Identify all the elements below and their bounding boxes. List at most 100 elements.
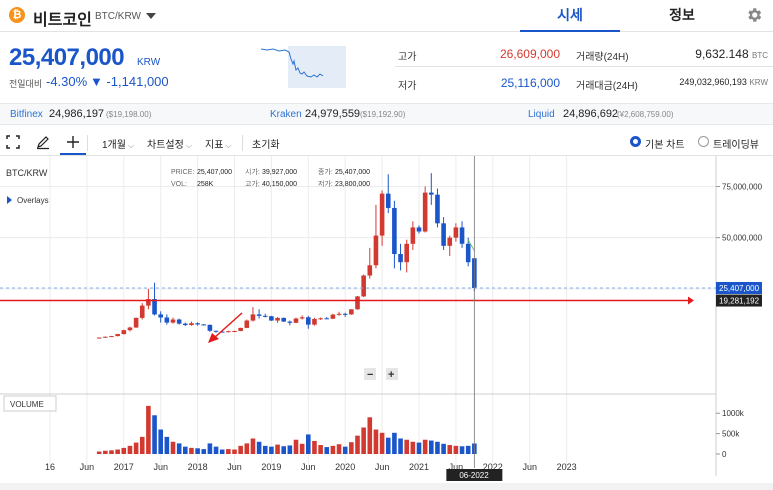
volume-bar	[96, 451, 102, 454]
candle-body	[398, 254, 403, 263]
volume-bar	[275, 444, 280, 454]
basic-chart-radio[interactable]	[630, 136, 641, 147]
volume-bar	[342, 446, 348, 454]
candle-body	[342, 313, 348, 315]
x-axis-tick-label: 2022	[483, 462, 503, 472]
basic-chart-label[interactable]: 기본 차트	[645, 140, 685, 151]
candle-body	[349, 309, 354, 315]
zoom-in-button[interactable]	[386, 368, 398, 380]
exchange-name-kraken[interactable]: Kraken	[270, 109, 302, 120]
candle-body	[232, 330, 237, 332]
volume-bar	[256, 441, 262, 454]
candle-body	[256, 314, 262, 316]
amount-value: 249,032,960,193 KRW	[640, 77, 768, 87]
exchange-name-bitfinex[interactable]: Bitfinex	[10, 109, 43, 120]
header: ₿ 비트코인 BTC/KRW 시세 정보	[0, 0, 773, 32]
candle-body	[416, 227, 422, 232]
candle-body	[429, 192, 434, 195]
volume-bar	[201, 449, 207, 454]
candle-body	[404, 243, 409, 263]
volume-bar	[367, 417, 373, 454]
stat-divider	[395, 66, 773, 67]
tradingview-radio[interactable]	[698, 136, 709, 147]
chart-settings-menu[interactable]: 차트설정 ⌵	[147, 136, 192, 151]
change-amount: ▼ -1,141,000	[90, 74, 169, 89]
caret-down-icon[interactable]	[146, 13, 156, 19]
candle-body	[139, 305, 145, 318]
volume-bar	[447, 445, 453, 454]
exchange-name-liquid[interactable]: Liquid	[528, 109, 555, 120]
volume-bar	[330, 445, 336, 454]
low-label: 저가	[398, 81, 417, 92]
volume-bar	[250, 438, 256, 454]
crosshair-icon[interactable]	[65, 134, 81, 150]
price-chart[interactable]: 16 Jun 2017 Jun 2018 Jun 2019 Jun 2020 Jun 2021 Jun…	[0, 156, 773, 483]
overlays-toggle[interactable]: Overlays	[17, 196, 49, 205]
x-axis-tick-label: 2021	[409, 462, 429, 472]
period-select[interactable]: 1개월 ⌵	[102, 136, 134, 151]
x-axis-tick-label: Jun	[153, 462, 168, 472]
candle-body	[299, 317, 305, 319]
reset-button[interactable]: 초기화	[252, 140, 280, 151]
candle-body	[213, 330, 219, 332]
zoom-out-label: −	[367, 369, 373, 381]
coin-name: 비트코인	[33, 12, 92, 29]
zoom-in-label: +	[388, 369, 394, 381]
volume-bar	[164, 436, 170, 454]
candle-body	[287, 321, 293, 323]
volume-bar	[139, 436, 145, 454]
candle-body	[146, 299, 151, 306]
toolbar-divider	[87, 135, 88, 151]
chart-grid	[0, 156, 716, 468]
amount-label: 거래대금(24H)	[576, 81, 638, 92]
tradingview-label[interactable]: 트레이딩뷰	[713, 140, 759, 151]
tab-market[interactable]: 시세	[520, 0, 620, 32]
volume-bar	[385, 437, 391, 454]
candle-body	[133, 317, 139, 328]
volume-axis-tick-label: 0	[722, 450, 727, 459]
volume-bar	[262, 445, 268, 454]
bitcoin-logo-icon: ₿	[9, 7, 25, 23]
candle-body	[392, 207, 397, 255]
chevron-down-icon: ⌵	[225, 141, 232, 150]
amount-number: 249,032,960,193	[679, 77, 747, 87]
pencil-icon[interactable]	[35, 134, 51, 150]
high-info-value: 40,150,000	[262, 181, 297, 188]
volume-bar	[410, 441, 416, 454]
volume-bar	[146, 405, 151, 454]
tab-info[interactable]: 정보	[669, 7, 695, 23]
horizontal-line-tag	[716, 294, 762, 307]
vol-info-value: 258K	[197, 181, 214, 188]
gear-icon[interactable]	[745, 6, 763, 24]
x-axis-tick-label: Jun	[375, 462, 390, 472]
candle-body	[121, 330, 127, 335]
volume-bar	[429, 440, 434, 454]
volume-bar	[422, 439, 428, 454]
volume-bar	[324, 447, 330, 454]
high-label: 고가	[398, 52, 417, 63]
volume-bar	[103, 450, 108, 454]
volume-bar	[312, 440, 317, 454]
bottom-scroll-area[interactable]	[0, 483, 773, 490]
x-axis-tick-label: Jun	[227, 462, 242, 472]
volume-value: 9,632.148 BTC	[650, 47, 768, 61]
exchange-price-kraken: 24,979,559	[305, 108, 361, 120]
volume-bar	[121, 447, 127, 454]
expand-triangle-icon[interactable]	[7, 196, 12, 204]
volume-bar	[232, 449, 237, 454]
fullscreen-icon[interactable]	[5, 134, 21, 150]
x-axis-tick-label: Jun	[80, 462, 95, 472]
candle-body	[158, 314, 163, 318]
volume-bar	[183, 446, 188, 454]
zoom-out-button[interactable]	[364, 368, 376, 380]
price-info-value: 25,407,000	[197, 169, 232, 176]
volume-bar	[355, 435, 360, 454]
low-info-label: 저가:	[318, 179, 333, 188]
arrow-right-icon	[688, 296, 694, 305]
indicators-menu[interactable]: 지표 ⌵	[205, 136, 231, 151]
volume-bar	[435, 441, 440, 454]
candle-body	[164, 317, 170, 323]
candle-body	[312, 318, 317, 325]
candle-body	[336, 313, 342, 315]
candle-body	[355, 296, 360, 310]
